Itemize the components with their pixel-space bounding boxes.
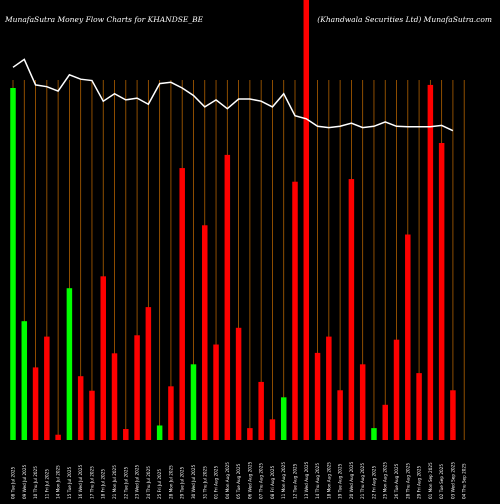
- bar-down: [393, 339, 400, 440]
- x-tick-label: 20 Wed Aug 2025: [349, 461, 354, 499]
- bar-down: [202, 225, 208, 440]
- x-tick-label: 11 Mon Aug 2025: [281, 462, 286, 499]
- x-tick-label: 10 Thu Jul 2025: [33, 466, 38, 499]
- x-tick-label: 23 Wed Jul 2025: [135, 465, 140, 499]
- trend-line-group: [12, 58, 454, 132]
- bar-down: [416, 373, 422, 440]
- bar-down: [213, 344, 219, 440]
- bar-up: [280, 397, 287, 440]
- x-tick-label: 05 Tue Aug 2025: [236, 463, 241, 499]
- bar-down: [405, 234, 411, 440]
- bar-down: [224, 154, 231, 440]
- x-tick-label: 14 Thu Aug 2025: [315, 463, 320, 499]
- bar-down: [134, 335, 140, 440]
- x-tick-label: 28 Thu Aug 2025: [405, 463, 410, 499]
- bar-down: [427, 84, 434, 441]
- bar-up: [156, 425, 163, 440]
- x-tick-label: 29 Fri Aug 2025: [417, 466, 422, 499]
- x-tick-label: 14 Mon Jul 2025: [56, 465, 61, 499]
- bars: [10, 0, 456, 441]
- x-tick-label: 25 Fri Jul 2025: [157, 469, 162, 499]
- x-tick-label: 22 Tue Jul 2025: [123, 466, 128, 499]
- bar-down: [314, 352, 321, 440]
- x-tick-label: 08 Fri Aug 2025: [270, 466, 275, 499]
- bar-down: [348, 179, 355, 440]
- bar-down: [89, 390, 95, 440]
- x-tick-labels: 08 Tue Jul 2025 09 Wed Jul 2025 10 Thu Jul…: [11, 461, 467, 499]
- header-left-title: MunafaSutra Money Flow Charts for KHANDS…: [5, 15, 204, 24]
- x-tick-label: 03 Wed Sep 2025: [450, 462, 455, 499]
- bar-down: [235, 327, 242, 440]
- bar-down: [111, 353, 118, 440]
- bar-down: [77, 376, 84, 440]
- x-tick-label: 06 Wed Aug 2025: [247, 461, 252, 499]
- x-tick-label: 18 Fri Jul 2025: [101, 469, 106, 499]
- x-tick-label: 13 Wed Aug 2025: [304, 461, 309, 499]
- bar-up: [190, 364, 197, 440]
- bar-down: [382, 404, 388, 440]
- bar-down: [100, 276, 106, 440]
- x-tick-label: 15 Tue Jul 2025: [67, 466, 72, 499]
- bar-down: [179, 168, 185, 440]
- bar-down: [44, 336, 50, 440]
- bar-down: [258, 381, 264, 440]
- x-tick-label: 22 Fri Aug 2025: [371, 466, 376, 499]
- x-tick-label: 07 Thu Aug 2025: [259, 463, 264, 499]
- bar-up: [371, 428, 377, 440]
- bar-down: [247, 428, 253, 440]
- x-tick-label: 01 Mon Sep 2025: [428, 462, 433, 499]
- x-tick-label: 04 Mon Aug 2025: [225, 462, 230, 499]
- x-tick-label: 31 Thu Jul 2025: [202, 466, 207, 499]
- bar-down: [292, 181, 298, 440]
- x-tick-label: 18 Mon Aug 2025: [326, 462, 331, 499]
- bar-down: [337, 390, 343, 440]
- bar-down: [55, 434, 61, 440]
- x-tick-label: 11 Fri Jul 2025: [44, 469, 49, 499]
- x-tick-label: 12 Tue Aug 2025: [293, 463, 298, 499]
- x-tick-label: 26 Tue Aug 2025: [394, 463, 399, 499]
- x-tick-label: 02 Tue Sep 2025: [439, 464, 444, 499]
- x-tick-label: 30 Wed Jul 2025: [191, 465, 196, 499]
- x-tick-label: 19 Tue Aug 2025: [338, 463, 343, 499]
- x-tick-label: 09 Wed Jul 2025: [22, 465, 27, 499]
- x-tick-label: 01 Fri Aug 2025: [214, 466, 219, 499]
- bar-down: [303, 0, 310, 440]
- bar-down: [326, 336, 332, 440]
- bar-down: [269, 419, 276, 440]
- bar-down: [145, 307, 152, 440]
- bar-down: [438, 143, 445, 440]
- x-tick-label: 17 Thu Jul 2025: [89, 466, 94, 499]
- x-tick-label: 04 Thu Sep 2025: [462, 463, 467, 499]
- bar-up: [10, 88, 16, 440]
- x-tick-label: 28 Mon Jul 2025: [168, 465, 173, 499]
- bar-down: [450, 390, 456, 440]
- header-right-title: (Khandwala Securities Ltd) MunafaSutra.c…: [317, 15, 492, 24]
- bar-up: [66, 288, 73, 440]
- bar-up: [21, 321, 28, 440]
- trend-line: [12, 58, 454, 132]
- x-tick-label: 24 Thu Jul 2025: [146, 466, 151, 499]
- x-tick-label: 25 Mon Aug 2025: [383, 462, 388, 499]
- x-tick-label: 16 Wed Jul 2025: [78, 465, 83, 499]
- bar-down: [32, 367, 39, 440]
- x-tick-label: 08 Tue Jul 2025: [11, 466, 16, 499]
- x-tick-label: 21 Mon Jul 2025: [112, 465, 117, 499]
- bar-down: [168, 386, 174, 440]
- x-tick-label: 29 Tue Jul 2025: [180, 466, 185, 499]
- x-tick-label: 21 Thu Aug 2025: [360, 463, 365, 499]
- bar-down: [359, 364, 366, 440]
- bar-down: [123, 429, 129, 440]
